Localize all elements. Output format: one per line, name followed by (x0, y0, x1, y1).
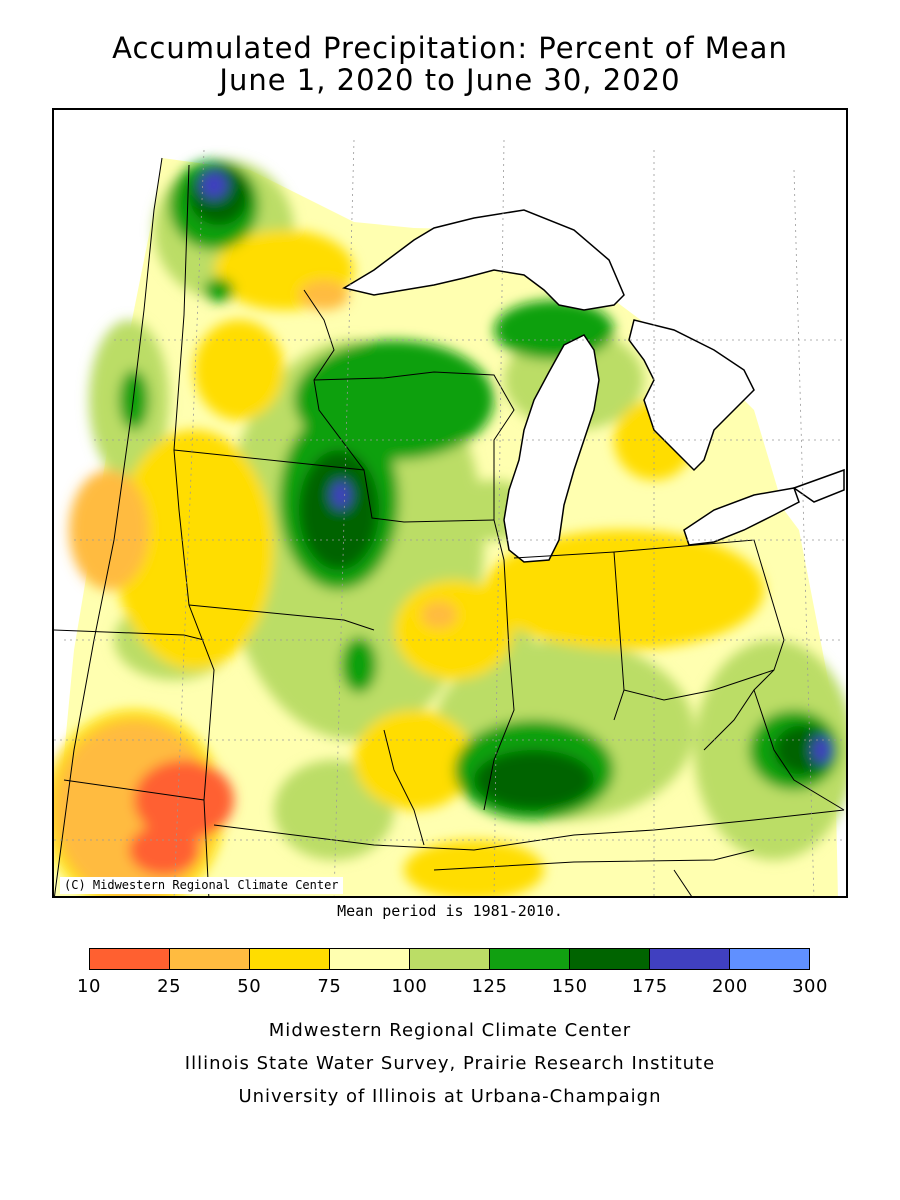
legend-tick-label: 125 (471, 976, 508, 997)
legend-tick-label: 100 (391, 976, 428, 997)
legend-swatch (490, 949, 570, 969)
legend-tick-label: 200 (711, 976, 748, 997)
legend-tick-label: 10 (77, 976, 101, 997)
state-boundaries (54, 157, 845, 896)
legend-tick-label: 50 (237, 976, 262, 997)
precipitation-map: (C) Midwestern Regional Climate Center (52, 108, 848, 898)
legend-tick-label: 75 (317, 976, 342, 997)
map-canvas (54, 139, 846, 896)
anomaly-regions (54, 160, 846, 896)
lake-erie (683, 487, 800, 546)
color-legend (89, 948, 810, 970)
lake-superior (342, 209, 625, 311)
legend-swatch (330, 949, 410, 969)
lake-huron (628, 319, 755, 472)
map-subtitle-dates: June 1, 2020 to June 30, 2020 (219, 63, 681, 97)
legend-swatch (90, 949, 170, 969)
mean-period-note: Mean period is 1981-2010. (337, 902, 563, 920)
lake-ontario (792, 468, 845, 503)
legend-swatch (410, 949, 490, 969)
lake-michigan (503, 334, 600, 563)
legend-tick-label: 175 (631, 976, 668, 997)
legend-tick-label: 25 (157, 976, 182, 997)
credit-mrcc: Midwestern Regional Climate Center (268, 1020, 632, 1041)
credit-uiuc: University of Illinois at Urbana-Champai… (238, 1086, 662, 1107)
legend-tick-label: 300 (792, 976, 828, 997)
legend-swatch (650, 949, 730, 969)
legend-swatch (250, 949, 330, 969)
legend-swatch (570, 949, 650, 969)
great-lakes (342, 209, 845, 563)
legend-swatch (170, 949, 250, 969)
map-title: Accumulated Precipitation: Percent of Me… (112, 31, 788, 65)
map-copyright: (C) Midwestern Regional Climate Center (60, 877, 343, 894)
legend-swatch (730, 949, 809, 969)
graticule (54, 139, 844, 896)
credit-isws: Illinois State Water Survey, Prairie Res… (184, 1053, 716, 1074)
legend-tick-label: 150 (551, 976, 588, 997)
